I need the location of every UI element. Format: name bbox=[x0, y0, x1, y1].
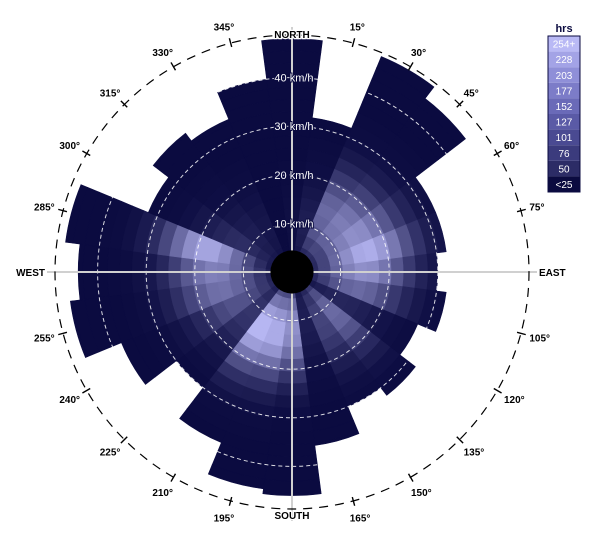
direction-label-north: NORTH bbox=[274, 30, 310, 41]
direction-label-south: SOUTH bbox=[275, 511, 310, 522]
sector-cell bbox=[376, 56, 435, 97]
speed-ring-labels: 10 km/h 20 km/h 30 km/h 40 km/h bbox=[273, 72, 314, 232]
compass-ring bbox=[54, 34, 530, 510]
bearing-tick bbox=[120, 436, 128, 444]
bearing-label: 240° bbox=[59, 395, 80, 406]
legend-label: 228 bbox=[556, 55, 573, 66]
bearing-tick bbox=[82, 387, 91, 394]
legend-swatch bbox=[548, 176, 580, 192]
bearing-label: 45° bbox=[464, 88, 479, 99]
legend-swatch bbox=[548, 114, 580, 130]
legend-swatch bbox=[548, 160, 580, 177]
bearing-tick bbox=[407, 62, 414, 71]
legend-swatch bbox=[548, 82, 580, 99]
speed-ring-label: 10 km/h bbox=[274, 218, 313, 230]
legend-swatch bbox=[548, 98, 580, 114]
sector-cell bbox=[152, 132, 188, 168]
legend-swatch bbox=[548, 145, 580, 161]
legend-label: 127 bbox=[556, 118, 573, 129]
speed-ring-label: 30 km/h bbox=[274, 121, 313, 133]
bearing-tick bbox=[170, 62, 177, 71]
bearing-tick bbox=[456, 100, 464, 108]
legend-label: 203 bbox=[556, 71, 573, 82]
legend-label: 152 bbox=[556, 102, 573, 113]
bearing-label: 165° bbox=[350, 513, 371, 524]
bearing-label: 315° bbox=[100, 88, 121, 99]
wind-sectors bbox=[65, 38, 466, 496]
legend-label: 254+ bbox=[553, 40, 576, 51]
bearing-label: 120° bbox=[504, 395, 525, 406]
bearing-label: 150° bbox=[411, 488, 432, 499]
bearing-tick bbox=[351, 38, 356, 48]
bearing-label: 285° bbox=[34, 202, 55, 213]
bearing-tick bbox=[516, 331, 526, 336]
bearing-tick bbox=[351, 496, 356, 506]
bearing-label: 300° bbox=[59, 141, 80, 152]
bearing-tick bbox=[228, 496, 233, 506]
bearing-tick bbox=[493, 387, 502, 394]
bearing-label: 60° bbox=[504, 141, 519, 152]
compass-labels: 15° 30° 45° 60° 75° 105° 120° 135° 150° 165° 195° 2… bbox=[15, 21, 567, 525]
legend-swatch bbox=[548, 67, 580, 83]
bearing-tick bbox=[58, 331, 68, 336]
bearing-tick bbox=[228, 38, 233, 48]
legend-swatch bbox=[548, 36, 580, 52]
legend-swatch bbox=[548, 129, 580, 146]
bearing-label: 105° bbox=[529, 334, 550, 345]
bearing-label: 330° bbox=[152, 48, 173, 59]
sector-cell bbox=[207, 464, 266, 490]
bearing-tick bbox=[456, 436, 464, 444]
bearing-tick bbox=[407, 473, 414, 482]
bearing-tick bbox=[516, 208, 526, 213]
legend-swatch bbox=[548, 51, 580, 68]
bearing-label: 345° bbox=[214, 23, 235, 34]
direction-label-east: EAST bbox=[539, 268, 566, 279]
bearing-label: 195° bbox=[214, 513, 235, 524]
sector-cell bbox=[70, 300, 89, 358]
calm-center bbox=[270, 250, 314, 294]
bearing-circle bbox=[54, 34, 530, 510]
legend-label: 101 bbox=[556, 133, 573, 144]
bearing-tick bbox=[170, 473, 177, 482]
sector-cell bbox=[428, 212, 447, 253]
legend: hrs 254+ 228 203 177 152 127 101 76 50 <25 bbox=[547, 22, 581, 193]
legend-label: 50 bbox=[558, 164, 570, 175]
bearing-label: 75° bbox=[529, 202, 544, 213]
sector-cell bbox=[381, 361, 416, 396]
sector-cell bbox=[428, 291, 447, 332]
bearing-tick bbox=[120, 100, 128, 108]
bearing-label: 30° bbox=[411, 48, 426, 59]
bearing-label: 225° bbox=[100, 448, 121, 459]
direction-label-west: WEST bbox=[16, 268, 45, 279]
bearing-tick bbox=[82, 150, 91, 157]
legend-label: 76 bbox=[558, 149, 570, 160]
speed-ring-label: 40 km/h bbox=[274, 73, 313, 85]
sector-cell bbox=[65, 184, 89, 244]
legend-border bbox=[547, 35, 581, 193]
bearing-label: 15° bbox=[350, 23, 365, 34]
legend-title: hrs bbox=[555, 23, 572, 35]
bearing-label: 210° bbox=[152, 488, 173, 499]
sector-cell bbox=[418, 98, 466, 146]
bearing-tick bbox=[58, 208, 68, 213]
sector-cell bbox=[179, 408, 227, 444]
bearing-label: 255° bbox=[34, 334, 55, 345]
bearing-tick bbox=[493, 150, 502, 157]
legend-label: <25 bbox=[556, 180, 573, 191]
legend-label: 177 bbox=[556, 86, 573, 97]
bearing-label: 135° bbox=[464, 448, 485, 459]
speed-ring-label: 20 km/h bbox=[274, 170, 313, 182]
